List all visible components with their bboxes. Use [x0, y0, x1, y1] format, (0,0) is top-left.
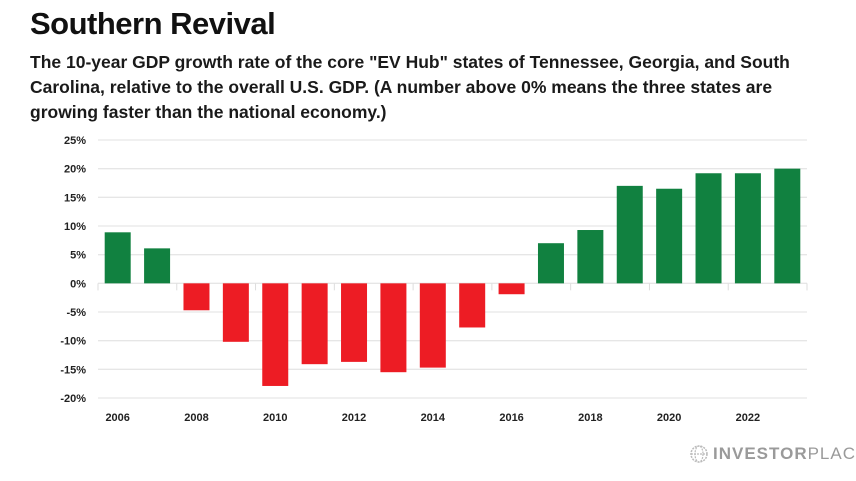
x-tick-label: 2012 [342, 412, 366, 424]
y-tick-label: 10% [64, 221, 86, 233]
x-tick-label: 2022 [736, 412, 760, 424]
y-tick-label: 25% [64, 135, 86, 147]
x-tick-label: 2020 [657, 412, 681, 424]
x-tick-label: 2018 [578, 412, 602, 424]
bar-2012 [341, 283, 368, 362]
y-tick-label: 20% [64, 164, 86, 176]
logo-text-bold: INVESTOR [713, 444, 808, 463]
bar-2013 [380, 283, 407, 373]
y-tick-label: -15% [60, 364, 86, 376]
x-tick-label: 2016 [499, 412, 523, 424]
bar-2010 [262, 283, 289, 386]
bar-2007 [144, 248, 171, 284]
globe-icon [690, 445, 708, 463]
bar-2022 [734, 173, 761, 284]
bar-2017 [537, 243, 564, 284]
y-tick-label: -10% [60, 336, 86, 348]
x-tick-label: 2006 [105, 412, 129, 424]
bar-2009 [222, 283, 249, 342]
bar-2011 [301, 283, 328, 365]
bar-2019 [616, 185, 643, 284]
bar-2020 [656, 188, 683, 284]
x-tick-label: 2010 [263, 412, 287, 424]
chart-title: Southern Revival [30, 6, 276, 41]
bar-2015 [459, 283, 486, 328]
y-tick-label: 0% [70, 278, 86, 290]
bar-2008 [183, 283, 210, 311]
bar-2021 [695, 173, 722, 284]
y-tick-label: -5% [66, 307, 86, 319]
y-tick-label: 5% [70, 250, 86, 262]
bar-2023 [774, 168, 801, 284]
y-tick-label: 15% [64, 192, 86, 204]
investorplace-logo: INVESTORPLACE [690, 444, 856, 464]
x-tick-label: 2008 [184, 412, 208, 424]
y-tick-label: -20% [60, 393, 86, 405]
chart-subtitle: The 10-year GDP growth rate of the core … [30, 52, 790, 122]
bar-2006 [104, 232, 131, 284]
x-tick-label: 2014 [421, 412, 446, 424]
logo-text-light: PLACE [807, 444, 856, 463]
bar-2014 [419, 283, 446, 368]
bar-2016 [498, 283, 525, 295]
bar-2018 [577, 230, 604, 284]
